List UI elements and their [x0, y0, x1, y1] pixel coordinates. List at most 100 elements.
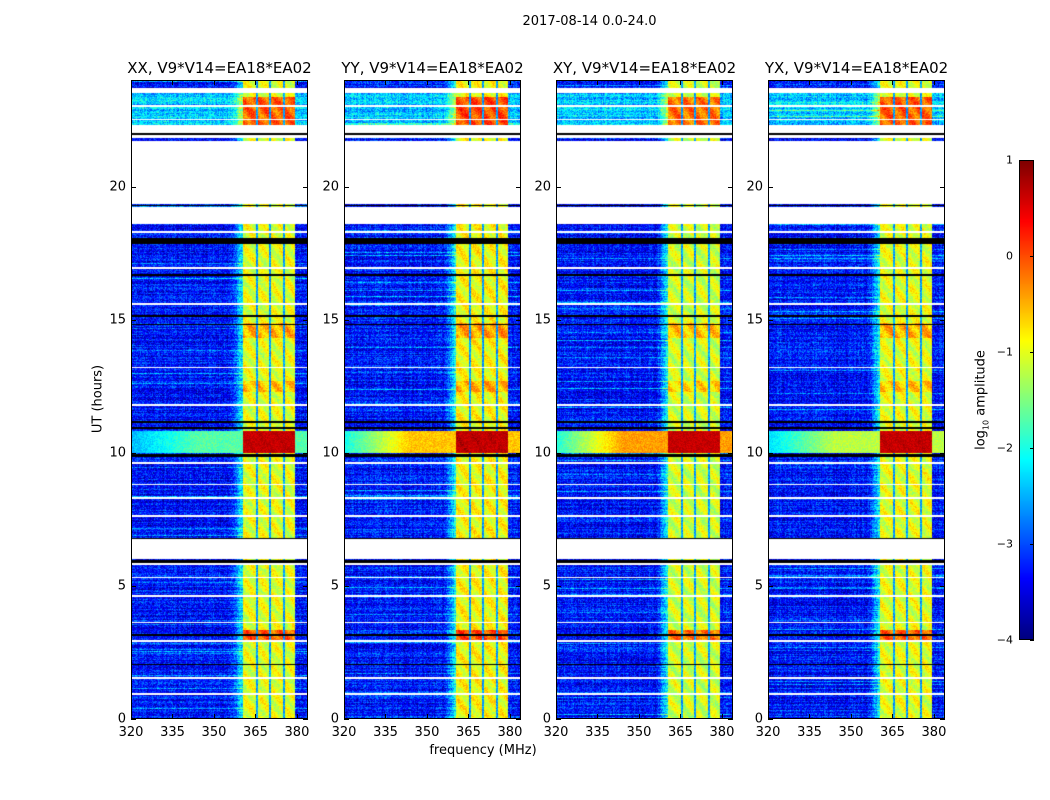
x-tick-label: 320 [543, 725, 569, 740]
y-tick-mark [131, 585, 136, 587]
y-tick-mark [940, 319, 945, 321]
panel-title: XY, V9*V14=EA18*EA02 [552, 59, 737, 77]
y-tick-mark [556, 719, 561, 720]
y-tick-mark [940, 585, 945, 587]
y-tick-label: 5 [542, 578, 551, 594]
colorbar-tick-mark [1030, 352, 1034, 353]
x-tick-mark [344, 714, 345, 719]
y-tick-mark [728, 452, 733, 454]
y-tick-mark [344, 186, 349, 188]
x-tick-mark [213, 714, 215, 719]
y-tick-label: 20 [534, 179, 551, 194]
colorbar-tick-label: 1 [1006, 153, 1013, 167]
colorbar [1019, 160, 1034, 640]
x-tick-mark [597, 714, 599, 719]
y-tick-mark [131, 452, 136, 454]
y-tick-mark [556, 452, 561, 454]
y-tick-mark [940, 719, 945, 720]
x-tick-mark [172, 714, 174, 719]
y-tick-mark [303, 319, 308, 321]
x-tick-mark [213, 80, 215, 85]
x-axis-label: frequency (MHz) [429, 743, 537, 758]
y-axis-label: UT (hours) [90, 364, 106, 434]
y-tick-mark [768, 719, 773, 720]
x-tick-mark [721, 80, 723, 85]
heatmap-panel [344, 80, 521, 719]
y-tick-mark [556, 319, 561, 321]
x-tick-label: 320 [118, 725, 144, 740]
y-tick-label: 0 [542, 711, 551, 727]
x-tick-mark [509, 80, 511, 85]
x-tick-mark [892, 714, 894, 719]
x-tick-mark [768, 714, 769, 719]
x-tick-mark [680, 714, 682, 719]
y-tick-label: 15 [322, 312, 339, 328]
x-tick-mark [933, 80, 935, 85]
y-tick-label: 15 [746, 312, 763, 328]
panel-title: XX, V9*V14=EA18*EA02 [127, 59, 312, 77]
y-tick-label: 20 [746, 179, 763, 194]
y-tick-label: 10 [534, 445, 551, 461]
x-tick-mark [385, 80, 387, 85]
colorbar-tick-label: 0 [1006, 249, 1013, 263]
y-tick-mark [131, 186, 136, 188]
x-tick-label: 380 [921, 725, 947, 740]
x-tick-mark [426, 714, 428, 719]
heatmap-panel [131, 80, 308, 719]
x-tick-mark [638, 80, 640, 85]
y-tick-mark [728, 585, 733, 587]
heatmap-image [345, 81, 520, 718]
x-tick-mark [509, 714, 511, 719]
colorbar-tick-mark [1030, 448, 1034, 449]
y-tick-label: 15 [109, 312, 126, 328]
y-tick-mark [768, 452, 773, 454]
x-tick-mark [255, 714, 257, 719]
y-tick-mark [303, 186, 308, 188]
x-tick-label: 335 [797, 725, 822, 740]
x-tick-mark [809, 714, 811, 719]
y-tick-mark [556, 585, 561, 587]
y-tick-label: 5 [330, 578, 339, 594]
x-tick-label: 350 [414, 725, 440, 740]
colorbar-label: log10 amplitude [973, 350, 991, 450]
colorbar-tick-label: −4 [996, 633, 1013, 647]
y-tick-label: 0 [330, 711, 339, 727]
x-tick-mark [468, 80, 470, 85]
x-tick-mark [556, 714, 557, 719]
y-tick-mark [131, 719, 136, 720]
heatmap-panel [556, 80, 733, 719]
x-tick-label: 365 [880, 725, 905, 740]
y-tick-label: 5 [117, 578, 126, 594]
x-tick-label: 365 [456, 725, 481, 740]
y-tick-mark [768, 186, 773, 188]
y-tick-mark [516, 719, 521, 720]
y-tick-mark [728, 186, 733, 188]
y-tick-label: 0 [117, 711, 126, 727]
x-tick-mark [892, 80, 894, 85]
heatmap-image [769, 81, 944, 718]
y-tick-mark [303, 452, 308, 454]
x-tick-label: 380 [284, 725, 310, 740]
y-tick-mark [516, 186, 521, 188]
y-tick-mark [940, 186, 945, 188]
x-tick-mark [255, 80, 257, 85]
x-tick-label: 350 [838, 725, 864, 740]
x-tick-mark [426, 80, 428, 85]
x-tick-label: 380 [497, 725, 523, 740]
heatmap-panel [768, 80, 945, 719]
y-tick-mark [768, 585, 773, 587]
x-tick-mark [850, 714, 852, 719]
x-tick-mark [172, 80, 174, 85]
x-tick-label: 335 [585, 725, 610, 740]
y-tick-mark [516, 452, 521, 454]
x-tick-label: 335 [373, 725, 398, 740]
y-tick-label: 0 [754, 711, 763, 727]
y-tick-label: 5 [754, 578, 763, 594]
x-tick-mark [933, 714, 935, 719]
x-tick-label: 380 [709, 725, 735, 740]
x-tick-label: 320 [755, 725, 781, 740]
colorbar-tick-mark [1030, 544, 1034, 545]
x-tick-mark [768, 80, 769, 85]
colorbar-tick-mark [1030, 640, 1034, 641]
